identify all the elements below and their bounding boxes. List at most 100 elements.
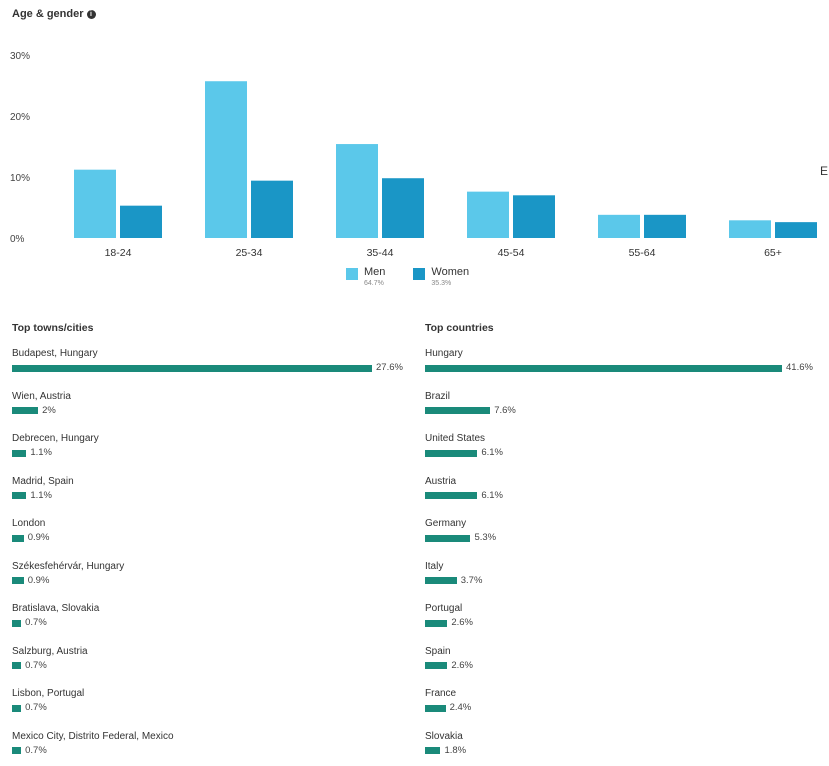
list-item-bar [425,747,441,754]
list-item: Székesfehérvár, Hungary 0.9% [12,561,124,586]
x-tick-label: 25-34 [236,247,263,259]
x-tick-label: 55-64 [629,247,656,259]
list-item-label: France [425,688,457,699]
bar-men-25-34 [205,81,247,238]
list-item-value: 6.1% [481,489,503,501]
list-item-value: 2% [42,404,56,416]
list-item: Salzburg, Austria 0.7% [12,646,88,671]
y-tick-label: 30% [10,51,30,62]
list-item-bar-line: 7.6% [425,405,516,416]
list-item-value: 0.7% [25,659,47,671]
list-item-value: 0.9% [27,532,50,543]
list-item: London 0.9% [12,518,49,543]
list-item-bar [12,449,27,457]
bar-men-18-24 [74,169,116,238]
x-tick-label: 45-54 [498,247,525,259]
list-item-bar-line: 2% [12,404,71,416]
chart-title-text: Age & gender [12,8,84,20]
list-item: Brazil 7.6% [425,391,516,416]
legend-pct-women: 35.3% [431,280,452,287]
list-item: United States 6.1% [425,433,503,458]
list-item-bar-line: 2.6% [425,618,473,628]
legend-pct-men: 64.7% [364,280,384,287]
list-item: Mexico City, Distrito Federal, Mexico 0.7… [12,731,174,756]
list-item-label: Bratislava, Slovakia [12,603,100,614]
list-item-label: Spain [425,645,451,657]
list-item-bar-line: 1.8% [425,745,466,756]
legend-swatch-men [346,268,358,280]
list-item: Bratislava, Slovakia 0.7% [12,603,99,628]
bar-women-65+ [775,222,817,238]
bar-women-55-64 [644,214,686,238]
list-item: Slovakia 1.8% [425,731,466,756]
list-item-value: 27.6% [376,362,403,373]
list-item-label: Wien, Austria [12,390,71,402]
list-item-label: London [12,518,46,529]
list-item-bar-line: 5.3% [425,533,496,543]
list-item-value: 0.9% [27,574,50,586]
bar-women-25-34 [251,180,293,238]
list-item-bar-line: 1.1% [12,448,99,458]
list-item-value: 5.3% [474,532,497,543]
list-item-label: Székesfehérvár, Hungary [12,560,125,572]
list-item: Madrid, Spain 1.1% [12,476,74,501]
list-item-bar-line: 0.7% [12,703,84,713]
chart-legend: Men 64.7% Women 35.3% [346,266,469,288]
list-item-bar-line: 6.1% [425,489,503,501]
list-item: Portugal 2.6% [425,603,473,628]
list-item-label: Budapest, Hungary [12,348,98,359]
list-item-bar-line: 2.6% [425,659,473,671]
chart-title: Age & gender i [12,8,96,20]
list-item-label: Slovakia [425,730,463,742]
age-gender-chart: 0% 10% 20% 30% 18-24 25-34 35-44 45-54 55-64 65+ [10,51,817,259]
list-item-value: 2.6% [451,659,473,671]
list-item-bar [425,619,448,627]
list-item-label: Lisbon, Portugal [12,688,85,699]
list-item-value: 1.1% [30,447,52,458]
bar-men-35-44 [336,144,378,238]
bar-men-55-64 [598,214,640,238]
list-item-bar [425,492,478,499]
list-item-bar-line: 6.1% [425,448,503,458]
list-item-label: Salzburg, Austria [12,645,88,657]
list-item-bar [12,364,372,372]
list-item-value: 0.7% [25,744,47,756]
x-tick-label: 18-24 [105,247,132,259]
list-item-value: 0.7% [25,617,47,628]
list-item-bar-line: 0.7% [12,659,88,671]
list-item: Lisbon, Portugal 0.7% [12,688,84,713]
bar-men-65+ [729,220,771,238]
list-item-value: 1.1% [30,489,52,501]
list-item-bar [425,407,491,414]
list-item-bar [12,704,22,712]
cut-off-text: E [820,164,829,178]
list-item-bar-line: 27.6% [12,363,403,373]
bar-men-45-54 [467,191,509,238]
list-item-label: Portugal [425,603,463,614]
list-item-bar [425,577,457,584]
legend-item-men[interactable]: Men 64.7% [346,266,385,288]
list-item-label: Germany [425,518,467,529]
x-tick-label: 35-44 [367,247,394,259]
list-item-bar-line: 0.9% [12,533,49,543]
list-item: Spain 2.6% [425,646,473,671]
list-item-label: Debrecen, Hungary [12,433,99,444]
bar-women-45-54 [513,195,555,238]
list-item-label: Mexico City, Distrito Federal, Mexico [12,730,174,742]
list-item-bar [425,449,478,457]
list-item-value: 2.4% [449,702,472,713]
y-tick-label: 20% [10,112,30,123]
legend-item-women[interactable]: Women 35.3% [413,266,469,288]
list-item-value: 0.7% [25,702,47,713]
countries-title: Top countries [425,322,494,334]
info-icon[interactable]: i [86,10,96,19]
legend-label-men: Men [364,266,386,278]
y-tick-label: 10% [10,173,30,184]
list-item-value: 3.7% [460,574,483,586]
list-item-label: Madrid, Spain [12,475,74,487]
list-item-bar-line: 3.7% [425,574,483,586]
list-item-label: Austria [425,475,457,487]
list-item: Budapest, Hungary 27.6% [12,348,403,373]
list-item-value: 6.1% [481,447,503,458]
list-item-bar [12,577,24,584]
